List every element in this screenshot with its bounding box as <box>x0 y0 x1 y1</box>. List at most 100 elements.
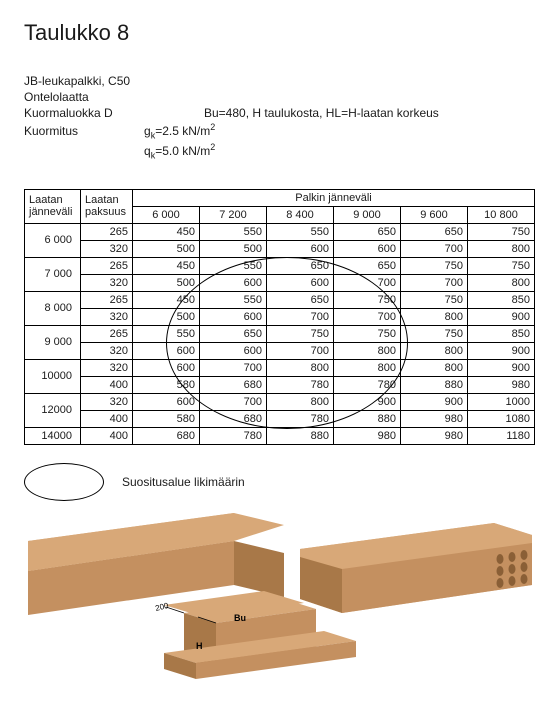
qk-load: qk=5.0 kN/m2 <box>144 142 215 160</box>
th-span-col: 9 000 <box>334 206 401 223</box>
cell-value: 800 <box>468 240 535 257</box>
cell-value: 800 <box>401 359 468 376</box>
cell-value: 600 <box>133 359 200 376</box>
row-group-label: 8 000 <box>25 291 81 325</box>
cell-value: 800 <box>401 308 468 325</box>
cell-value: 600 <box>133 393 200 410</box>
cell-value: 450 <box>133 223 200 240</box>
table-row: 8 000265450550650750750850 <box>25 291 535 308</box>
cell-value: 750 <box>334 325 401 342</box>
meta-line2: Ontelolaatta <box>24 90 89 104</box>
cell-value: 700 <box>334 274 401 291</box>
label-200: 200 <box>154 601 170 613</box>
cell-value: 600 <box>334 240 401 257</box>
data-table: Laatan jänneväli Laatan paksuus Palkin j… <box>24 189 535 445</box>
cell-value: 900 <box>401 393 468 410</box>
cell-value: 580 <box>133 376 200 393</box>
cell-thickness: 400 <box>81 427 133 444</box>
th-palkin-jannevali: Palkin jänneväli <box>133 189 535 206</box>
cell-value: 550 <box>200 223 267 240</box>
cell-value: 580 <box>133 410 200 427</box>
cell-thickness: 320 <box>81 308 133 325</box>
cell-thickness: 320 <box>81 274 133 291</box>
cell-value: 600 <box>200 308 267 325</box>
cell-value: 650 <box>401 223 468 240</box>
cell-value: 900 <box>468 342 535 359</box>
cell-value: 600 <box>267 240 334 257</box>
cell-thickness: 320 <box>81 342 133 359</box>
th-span-col: 8 400 <box>267 206 334 223</box>
meta-line3-extra: Bu=480, H taulukosta, HL=H-laatan korkeu… <box>204 106 439 120</box>
cell-value: 500 <box>133 274 200 291</box>
cell-value: 700 <box>334 308 401 325</box>
table-row: 320500600700700800900 <box>25 308 535 325</box>
meta-line3-label: Kuormaluokka D <box>24 106 144 120</box>
cell-value: 980 <box>401 410 468 427</box>
cell-value: 600 <box>133 342 200 359</box>
row-group-label: 6 000 <box>25 223 81 257</box>
legend-ellipse-icon <box>24 463 104 501</box>
table-row: 7 000265450550650650750750 <box>25 257 535 274</box>
cell-value: 550 <box>267 223 334 240</box>
cell-thickness: 320 <box>81 359 133 376</box>
cell-value: 650 <box>200 325 267 342</box>
cell-value: 600 <box>200 342 267 359</box>
label-bu: Bu <box>234 613 246 623</box>
cell-value: 900 <box>468 308 535 325</box>
table-row: 4005806807808809801080 <box>25 410 535 427</box>
row-group-label: 12000 <box>25 393 81 427</box>
row-group-label: 9 000 <box>25 325 81 359</box>
cell-thickness: 265 <box>81 325 133 342</box>
cell-thickness: 265 <box>81 291 133 308</box>
cell-value: 500 <box>200 240 267 257</box>
cell-value: 780 <box>267 376 334 393</box>
cell-value: 980 <box>401 427 468 444</box>
cell-value: 780 <box>334 376 401 393</box>
label-h: H <box>196 641 203 651</box>
cell-value: 750 <box>334 291 401 308</box>
cell-value: 650 <box>267 291 334 308</box>
table-row: 10000320600700800800800900 <box>25 359 535 376</box>
cell-thickness: 320 <box>81 240 133 257</box>
th-span-col: 10 800 <box>468 206 535 223</box>
table-row: 320600600700800800900 <box>25 342 535 359</box>
cell-value: 980 <box>334 427 401 444</box>
table-wrap: Laatan jänneväli Laatan paksuus Palkin j… <box>24 189 535 445</box>
cell-value: 980 <box>468 376 535 393</box>
th-laatan-paksuus: Laatan paksuus <box>81 189 133 223</box>
cell-value: 450 <box>133 291 200 308</box>
table-row: 120003206007008009009001000 <box>25 393 535 410</box>
cell-value: 700 <box>267 342 334 359</box>
legend: Suositusalue likimäärin <box>24 463 535 501</box>
cell-value: 800 <box>334 342 401 359</box>
cell-value: 750 <box>468 223 535 240</box>
row-group-label: 7 000 <box>25 257 81 291</box>
cell-value: 1000 <box>468 393 535 410</box>
table-row: 6 000265450550550650650750 <box>25 223 535 240</box>
cell-thickness: 265 <box>81 257 133 274</box>
cell-value: 850 <box>468 325 535 342</box>
cell-value: 750 <box>267 325 334 342</box>
cell-value: 450 <box>133 257 200 274</box>
cell-value: 880 <box>267 427 334 444</box>
legend-text: Suositusalue likimäärin <box>122 475 245 489</box>
meta-line1: JB-leukapalkki, C50 <box>24 74 130 88</box>
cell-value: 550 <box>200 291 267 308</box>
cell-value: 650 <box>267 257 334 274</box>
cell-value: 800 <box>401 342 468 359</box>
cell-value: 550 <box>133 325 200 342</box>
cell-value: 600 <box>200 274 267 291</box>
cell-value: 680 <box>133 427 200 444</box>
cell-value: 800 <box>267 359 334 376</box>
cell-value: 600 <box>267 274 334 291</box>
cell-value: 880 <box>334 410 401 427</box>
cell-value: 750 <box>468 257 535 274</box>
cell-thickness: 320 <box>81 393 133 410</box>
th-span-col: 6 000 <box>133 206 200 223</box>
cell-value: 1180 <box>468 427 535 444</box>
meta-line4-label: Kuormitus <box>24 124 144 138</box>
cell-value: 500 <box>133 308 200 325</box>
cell-value: 1080 <box>468 410 535 427</box>
cell-value: 800 <box>468 274 535 291</box>
cell-value: 800 <box>267 393 334 410</box>
